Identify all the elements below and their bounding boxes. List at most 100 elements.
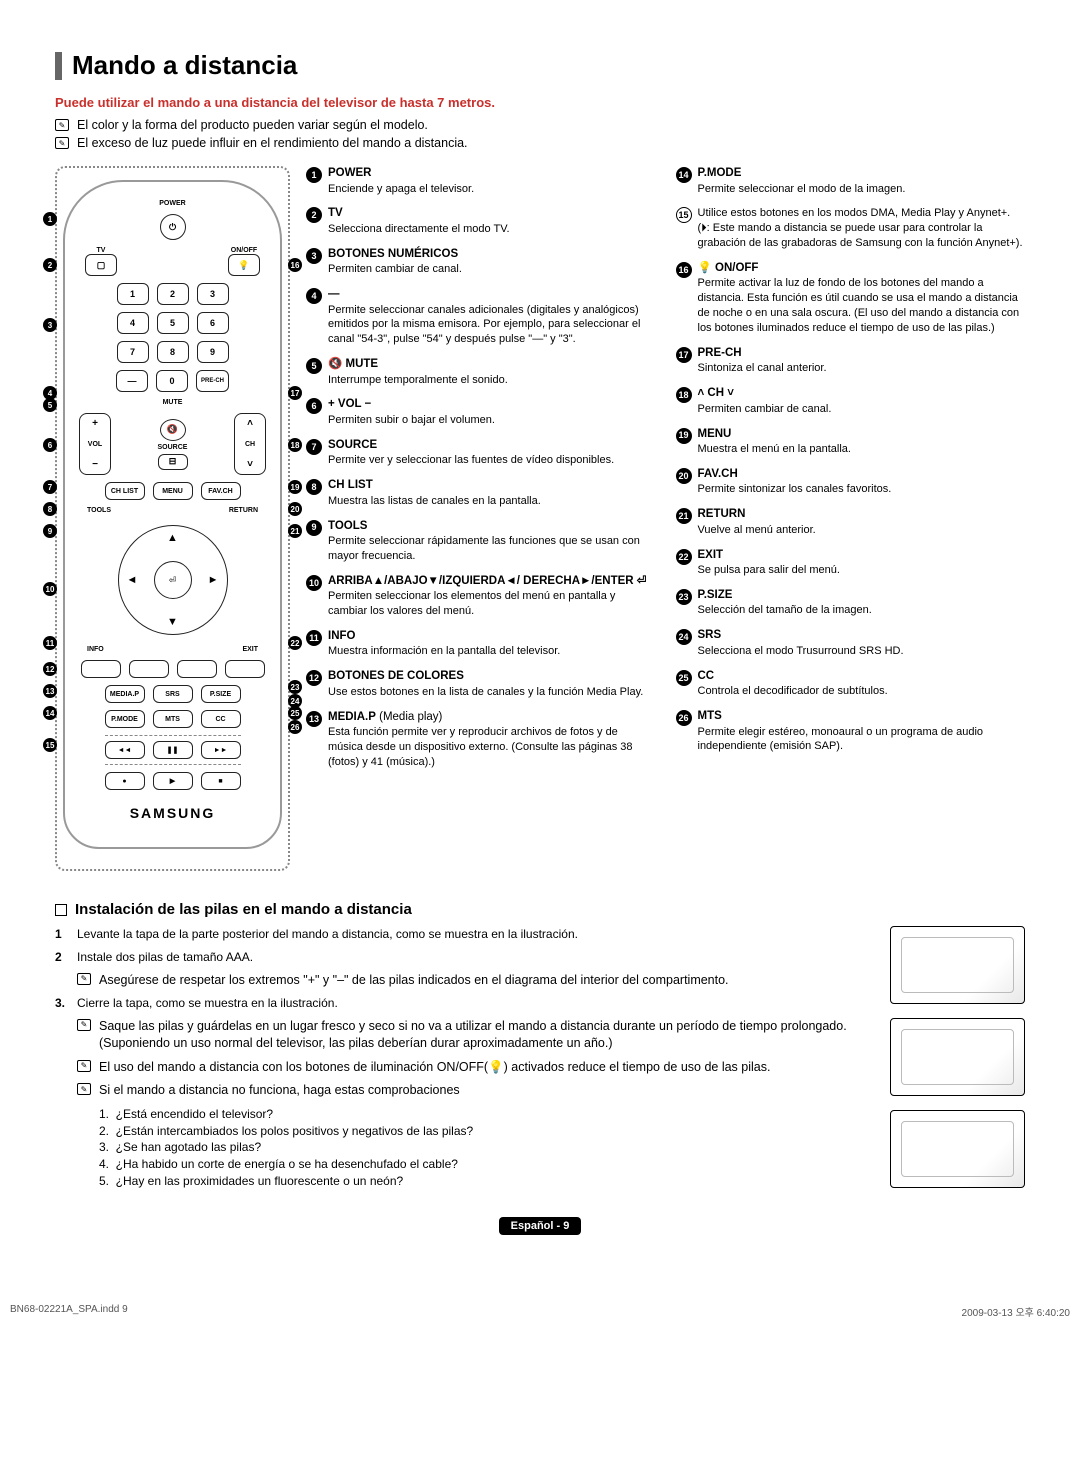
item-heading: P.SIZE	[698, 588, 1026, 604]
title-row: Mando a distancia	[55, 50, 1025, 81]
tv-button: ▢	[85, 254, 117, 276]
item-heading: BOTONES NUMÉRICOS	[328, 247, 656, 263]
callout-26: 26	[288, 720, 302, 734]
item-text: Permite elegir estéreo, monoaural o un p…	[698, 725, 1026, 755]
item-heading: TV	[328, 206, 656, 222]
item-number: 19	[676, 428, 692, 444]
item-text: Permite ver y seleccionar las fuentes de…	[328, 453, 656, 468]
item-number: 6	[306, 398, 322, 414]
item-heading: CH LIST	[328, 478, 656, 494]
item-text: Permite activar la luz de fondo de los b…	[698, 276, 1026, 335]
install-step-3: 3.Cierre la tapa, como se muestra en la …	[55, 995, 876, 1012]
desc-item-17: 17 PRE-CH Sintoniza el canal anterior.	[676, 346, 1026, 376]
item-heading: TOOLS	[328, 519, 656, 535]
item-text: Selecciona directamente el modo TV.	[328, 222, 656, 237]
title-accent	[55, 52, 62, 80]
item-text: Selección del tamaño de la imagen.	[698, 603, 1026, 618]
desc-item-26: 26 MTS Permite elegir estéreo, monoaural…	[676, 709, 1026, 754]
troubleshoot-checks: 1. ¿Está encendido el televisor?2. ¿Está…	[99, 1106, 876, 1190]
item-number: 13	[306, 711, 322, 727]
item-heading: EXIT	[698, 548, 1026, 564]
item-number: 9	[306, 520, 322, 536]
item-heading: BOTONES DE COLORES	[328, 669, 656, 685]
source-button: ⊟	[158, 454, 188, 470]
desc-item-10: 10 ARRIBA▲/ABAJO▼/IZQUIERDA◄/ DERECHA►/E…	[306, 574, 656, 619]
desc-item-1: 1 POWER Enciende y apaga el televisor.	[306, 166, 656, 196]
desc-item-8: 8 CH LIST Muestra las listas de canales …	[306, 478, 656, 508]
desc-item-22: 22 EXIT Se pulsa para salir del menú.	[676, 548, 1026, 578]
battery-illustration-3	[890, 1110, 1025, 1188]
ch-rocker: ˄CH˅	[234, 413, 266, 475]
item-heading: MEDIA.P (Media play)	[328, 710, 656, 726]
desc-item-18: 18 ˄ CH ˅ Permiten cambiar de canal.	[676, 386, 1026, 416]
item-text: Sintoniza el canal anterior.	[698, 361, 1026, 376]
callout-3: 3	[43, 318, 57, 332]
callout-5: 5	[43, 398, 57, 412]
item-text: Permite sintonizar los canales favoritos…	[698, 482, 1026, 497]
callout-23: 23	[288, 680, 302, 694]
power-button: ⏻	[160, 214, 186, 240]
item-heading: MENU	[698, 427, 1026, 443]
item-heading: SOURCE	[328, 438, 656, 454]
desc-item-14: 14 P.MODE Permite seleccionar el modo de…	[676, 166, 1026, 196]
item-heading: POWER	[328, 166, 656, 182]
check-item: 2. ¿Están intercambiados los polos posit…	[99, 1123, 876, 1140]
item-text: Selecciona el modo Trusurround SRS HD.	[698, 644, 1026, 659]
item-number: 8	[306, 479, 322, 495]
item-number: 5	[306, 358, 322, 374]
note-icon: ✎	[55, 119, 69, 131]
item-text: Muestra información en la pantalla del t…	[328, 644, 656, 659]
item-text: Permiten seleccionar los elementos del m…	[328, 589, 656, 619]
item-heading: RETURN	[698, 507, 1026, 523]
desc-item-24: 24 SRS Selecciona el modo Trusurround SR…	[676, 628, 1026, 658]
footer-left: BN68-02221A_SPA.indd 9	[10, 1304, 128, 1319]
item-heading: ˄ CH ˅	[698, 386, 1026, 402]
item-number: 25	[676, 670, 692, 686]
item-number: 4	[306, 288, 322, 304]
item-number: 17	[676, 347, 692, 363]
footer-right: 2009-03-13 오후 6:40:20	[962, 1304, 1070, 1319]
item-text: Interrumpe temporalmente el sonido.	[328, 373, 656, 388]
battery-illustration-1	[890, 926, 1025, 1004]
item-text: Permite seleccionar el modo de la imagen…	[698, 182, 1026, 197]
desc-item-19: 19 MENU Muestra el menú en la pantalla.	[676, 427, 1026, 457]
desc-item-25: 25 CC Controla el decodificador de subtí…	[676, 669, 1026, 699]
item-number: 23	[676, 589, 692, 605]
item-text: Use estos botones en la lista de canales…	[328, 685, 656, 700]
callout-17: 17	[288, 386, 302, 400]
item-text: Se pulsa para salir del menú.	[698, 563, 1026, 578]
item-text: Permiten cambiar de canal.	[328, 262, 656, 277]
item-heading: 🔇 MUTE	[328, 357, 656, 373]
callout-11: 11	[43, 636, 57, 650]
item-number: 7	[306, 439, 322, 455]
callout-1: 1	[43, 212, 57, 226]
check-item: 1. ¿Está encendido el televisor?	[99, 1106, 876, 1123]
page-title: Mando a distancia	[72, 50, 297, 81]
item-heading: SRS	[698, 628, 1026, 644]
desc-item-2: 2 TV Selecciona directamente el modo TV.	[306, 206, 656, 236]
battery-illustration-2	[890, 1018, 1025, 1096]
item-heading: ARRIBA▲/ABAJO▼/IZQUIERDA◄/ DERECHA►/ENTE…	[328, 574, 656, 590]
item-number: 24	[676, 629, 692, 645]
footer-meta: BN68-02221A_SPA.indd 9 2009-03-13 오후 6:4…	[0, 1304, 1080, 1319]
note-icon: ✎	[55, 137, 69, 149]
check-item: 5. ¿Hay en las proximidades un fluoresce…	[99, 1173, 876, 1190]
callout-16: 16	[288, 258, 302, 272]
item-text: Permiten subir o bajar el volumen.	[328, 413, 656, 428]
square-bullet-icon	[55, 904, 67, 916]
item-heading: PRE-CH	[698, 346, 1026, 362]
callout-9: 9	[43, 524, 57, 538]
item-number: 20	[676, 468, 692, 484]
desc-item-6: 6 + VOL − Permiten subir o bajar el volu…	[306, 397, 656, 427]
desc-item-5: 5 🔇 MUTE Interrumpe temporalmente el son…	[306, 357, 656, 387]
callout-2: 2	[43, 258, 57, 272]
item-number: 15	[676, 207, 692, 223]
item-number: 12	[306, 670, 322, 686]
callout-10: 10	[43, 582, 57, 596]
install-note-3c: ✎Si el mando a distancia no funciona, ha…	[77, 1082, 876, 1100]
label-power: POWER	[159, 200, 185, 207]
desc-item-11: 11 INFO Muestra información en la pantal…	[306, 629, 656, 659]
callout-15: 15	[43, 738, 57, 752]
install-step-1: 1Levante la tapa de la parte posterior d…	[55, 926, 876, 943]
callout-22: 22	[288, 636, 302, 650]
